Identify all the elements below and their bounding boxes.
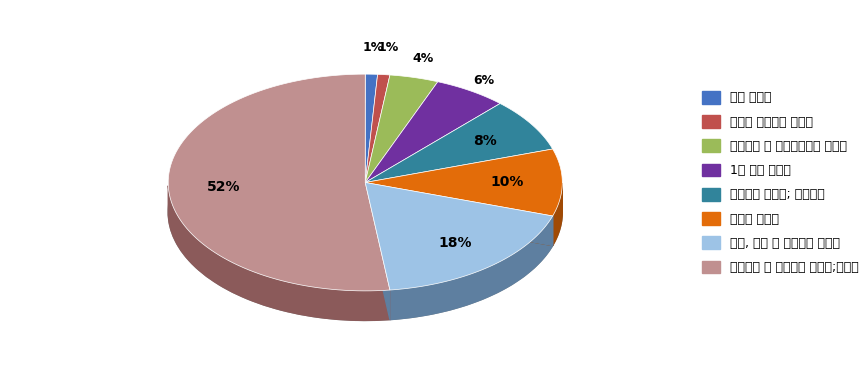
Polygon shape xyxy=(365,82,499,182)
Text: 1%: 1% xyxy=(362,41,383,54)
Polygon shape xyxy=(365,149,561,216)
Polygon shape xyxy=(365,75,437,182)
Text: 18%: 18% xyxy=(438,236,472,250)
Polygon shape xyxy=(365,182,389,320)
Polygon shape xyxy=(365,182,389,320)
Polygon shape xyxy=(168,186,389,320)
Text: 52%: 52% xyxy=(207,180,240,195)
Text: 6%: 6% xyxy=(473,73,493,87)
Polygon shape xyxy=(365,182,552,290)
Polygon shape xyxy=(365,74,377,182)
Polygon shape xyxy=(168,74,389,291)
Polygon shape xyxy=(552,183,561,246)
Ellipse shape xyxy=(168,104,561,320)
Polygon shape xyxy=(365,182,552,246)
Text: 4%: 4% xyxy=(412,52,433,65)
Legend: 음료 제조업, 비금속 광물제품 제조업, 고무제품 및 플라스틱제품 제조업, 1차 금속 제조업, 섬유제품 제조업; 의복제외, 식료품 제조업, 펄프,: 음료 제조업, 비금속 광물제품 제조업, 고무제품 및 플라스틱제품 제조업,… xyxy=(696,86,861,279)
Polygon shape xyxy=(389,216,552,320)
Polygon shape xyxy=(365,182,552,246)
Polygon shape xyxy=(365,74,389,182)
Text: 10%: 10% xyxy=(490,176,523,189)
Text: 8%: 8% xyxy=(473,134,496,148)
Text: 1%: 1% xyxy=(377,41,399,54)
Polygon shape xyxy=(365,104,552,182)
